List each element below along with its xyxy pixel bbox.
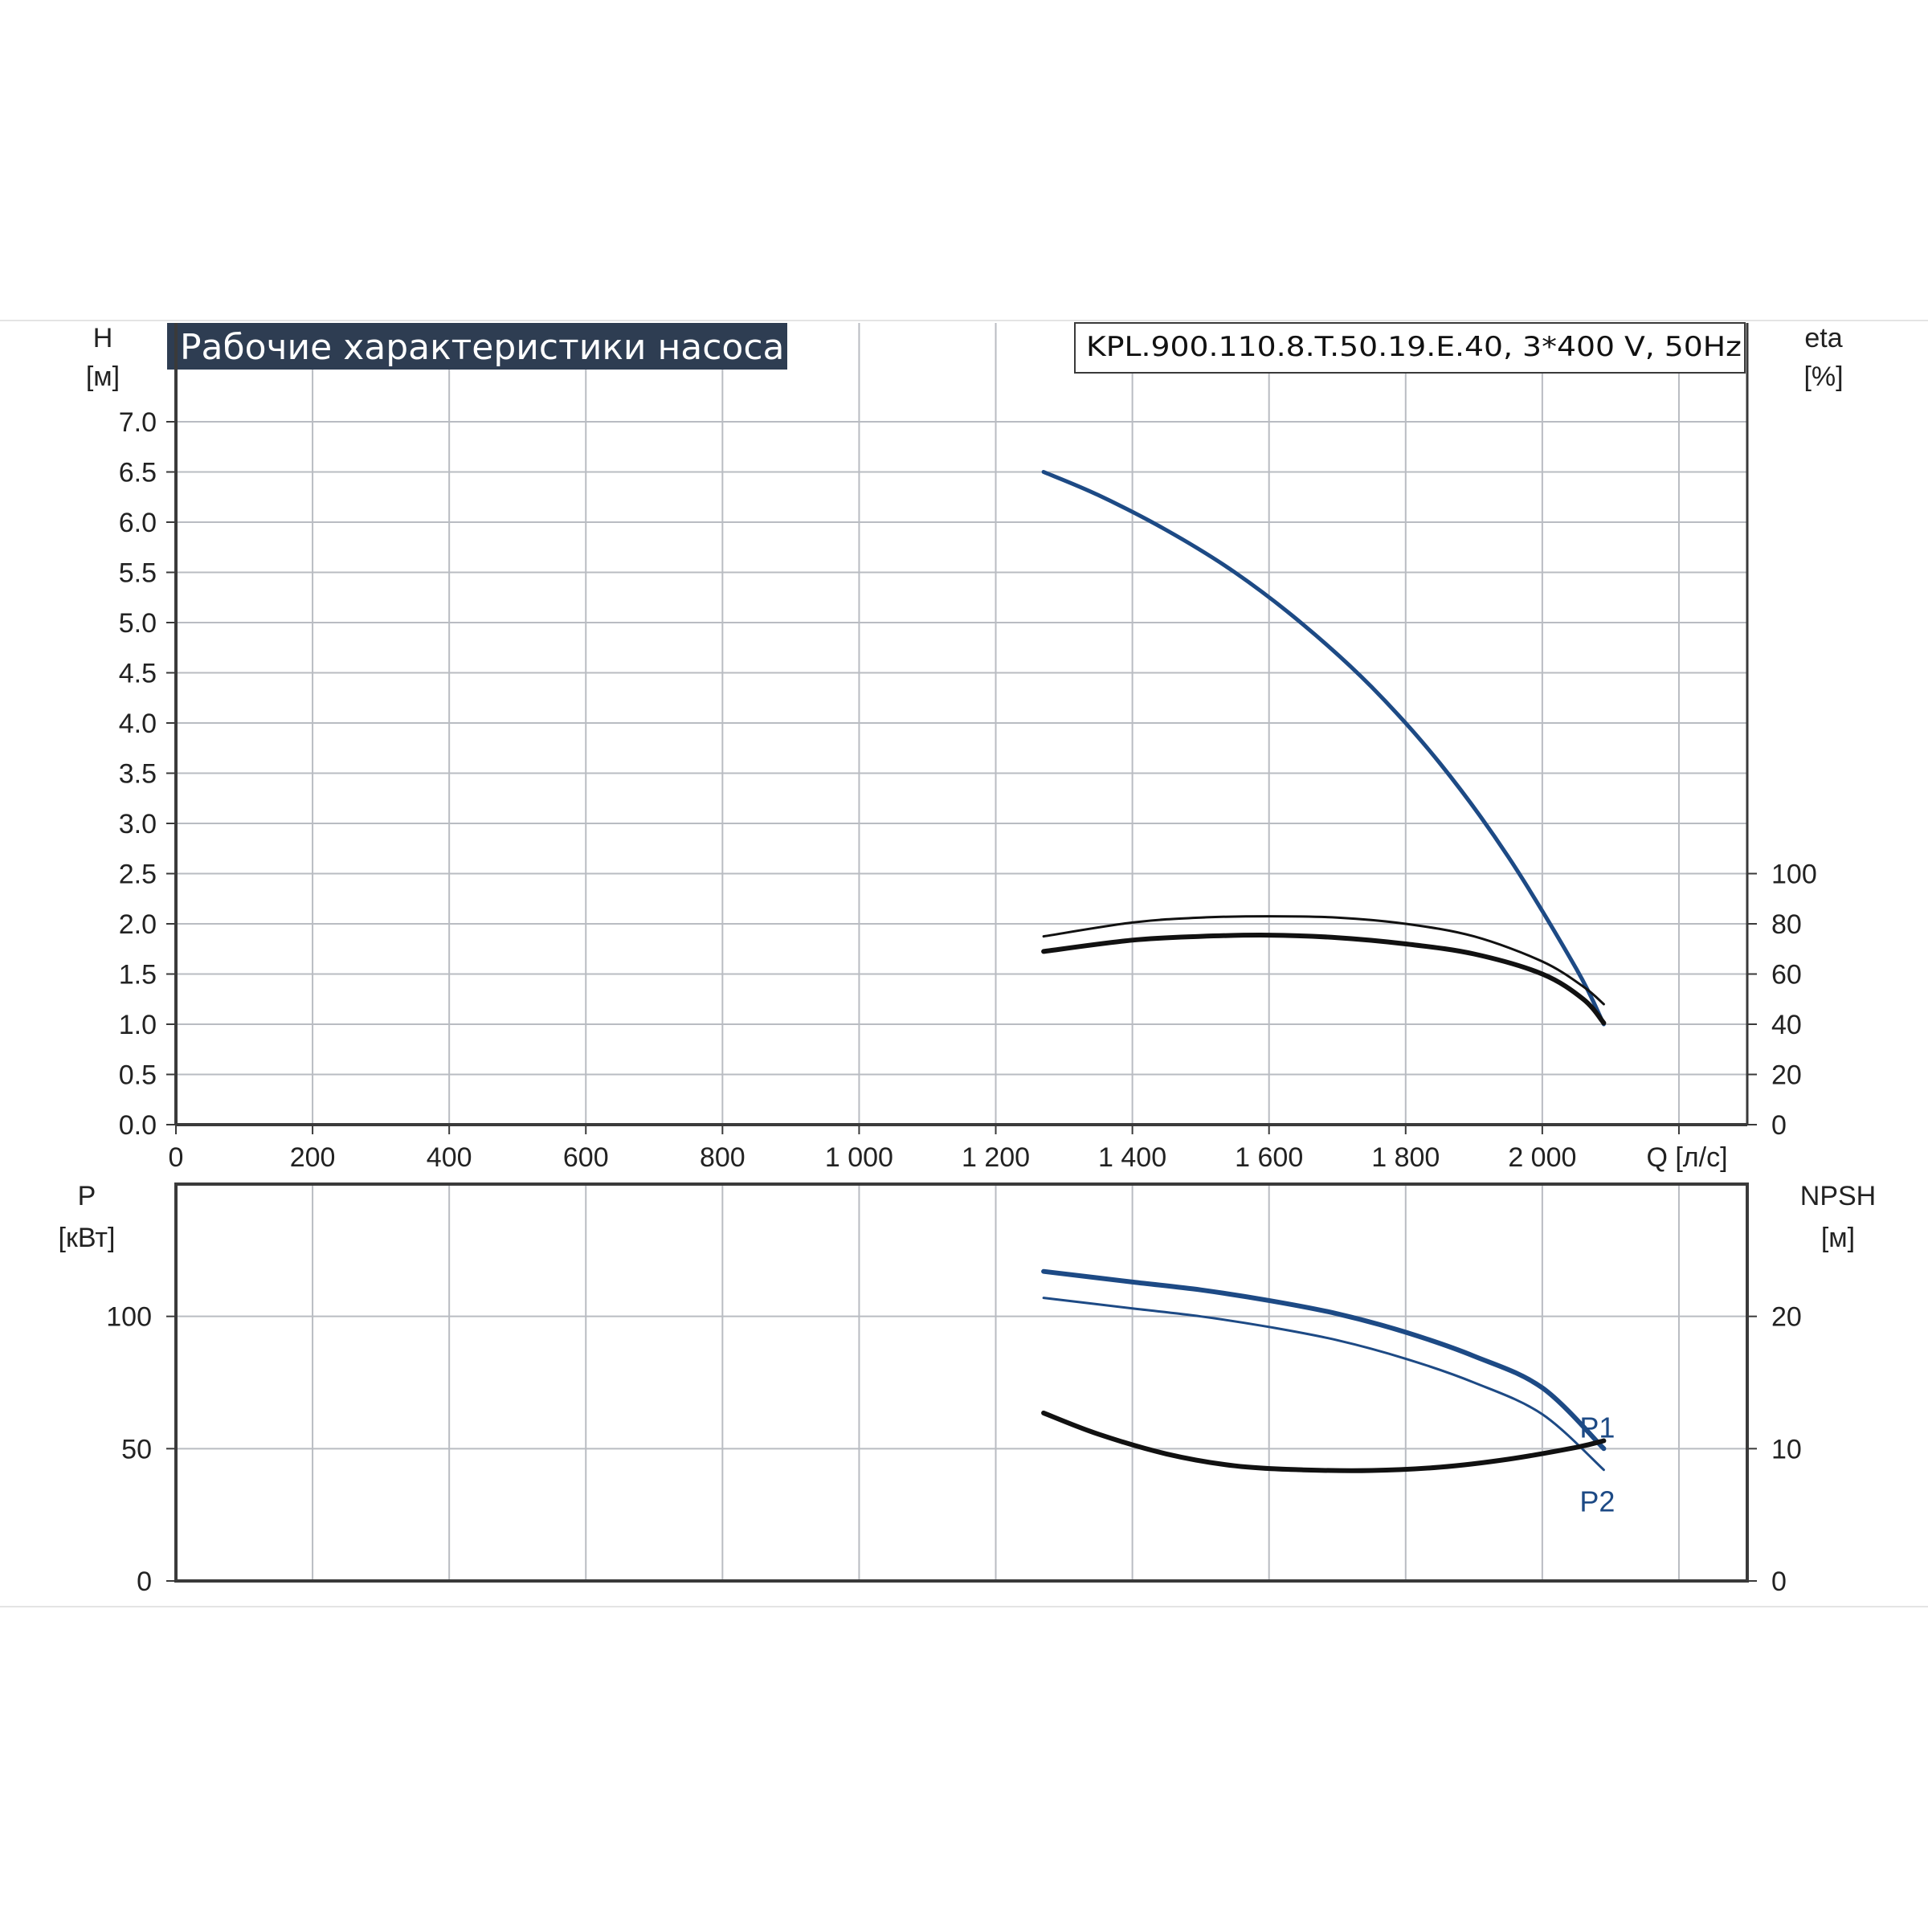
y-left-top-label: H xyxy=(93,323,113,353)
x-tick-label: 800 xyxy=(700,1142,745,1173)
y-left-bottom-unit: [кВт] xyxy=(59,1223,116,1253)
efficiency-curve-thin xyxy=(1042,915,1605,1006)
efficiency-curve-thick xyxy=(1041,933,1607,1026)
y-right-bottom-unit: [м] xyxy=(1821,1223,1855,1253)
top-curves xyxy=(1041,470,1607,1027)
top-left-tick-label: 2.0 xyxy=(119,909,157,940)
top-left-tick-label: 4.5 xyxy=(119,659,157,689)
x-tick-label: 1 000 xyxy=(825,1142,893,1173)
model-box xyxy=(1074,322,1746,374)
y-left-top-unit: [м] xyxy=(86,361,120,392)
bottom-grid xyxy=(176,1184,1747,1581)
head-curve xyxy=(1041,470,1606,1027)
top-right-tick-label: 100 xyxy=(1771,860,1817,890)
p1-power-curve xyxy=(1041,1268,1607,1452)
y-right-top-unit: [%] xyxy=(1803,361,1843,392)
bottom-right-tick-label: 20 xyxy=(1771,1302,1802,1333)
x-tick-label: 200 xyxy=(290,1142,336,1173)
bottom-curves: P1 P2 xyxy=(1041,1268,1615,1518)
x-tick-label: 1 200 xyxy=(962,1142,1030,1173)
x-tick-label: 1 400 xyxy=(1098,1142,1166,1173)
top-left-tick-label: 6.0 xyxy=(119,508,157,538)
bottom-right-tick-label: 10 xyxy=(1771,1434,1802,1464)
p1-label: P1 xyxy=(1579,1411,1615,1444)
top-left-tick-label: 3.0 xyxy=(119,809,157,839)
x-tick-label: 1 800 xyxy=(1371,1142,1440,1173)
y-left-bottom-label: P xyxy=(78,1181,96,1211)
bottom-left-tick-label: 50 xyxy=(121,1434,152,1464)
top-right-tick-label: 80 xyxy=(1771,909,1802,940)
top-left-tick-label: 7.0 xyxy=(119,407,157,438)
top-right-tick-label: 60 xyxy=(1771,960,1802,991)
top-ticks: 0.0 0.5 1.0 1.5 2.0 2.5 3.0 3.5 4.0 4.5 5.0 5.5 6.0 6… xyxy=(119,323,1817,1173)
npsh-curve xyxy=(1041,1410,1607,1473)
x-tick-label: 400 xyxy=(427,1142,472,1173)
model-label: KPL.900.110.8.T.50.19.E.40, 3*400 V, 50H… xyxy=(1086,331,1742,363)
bottom-ticks: 0 50 100 0 10 20 xyxy=(106,1182,1802,1597)
top-right-tick-label: 40 xyxy=(1771,1010,1802,1040)
bottom-right-tick-label: 0 xyxy=(1771,1566,1787,1597)
top-right-tick-label: 20 xyxy=(1771,1060,1802,1091)
x-tick-label: 2 000 xyxy=(1508,1142,1576,1173)
top-left-tick-label: 0.5 xyxy=(119,1060,157,1091)
x-tick-label: 600 xyxy=(563,1142,609,1173)
top-left-tick-label: 2.5 xyxy=(119,860,157,890)
title-background xyxy=(167,323,787,370)
p2-label: P2 xyxy=(1579,1485,1615,1518)
top-left-tick-label: 5.5 xyxy=(119,558,157,589)
y-right-bottom-label: NPSH xyxy=(1800,1181,1876,1211)
bottom-frame xyxy=(174,1182,1749,1583)
top-left-tick-label: 1.5 xyxy=(119,960,157,991)
top-left-tick-label: 6.5 xyxy=(119,458,157,488)
top-left-tick-label: 4.0 xyxy=(119,709,157,739)
top-right-tick-label: 0 xyxy=(1771,1110,1787,1141)
x-tick-label: 0 xyxy=(169,1142,184,1173)
p2-power-curve xyxy=(1042,1297,1605,1472)
chart-title: Рабочие характеристики насоса xyxy=(180,327,784,368)
x-tick-label: 1 600 xyxy=(1235,1142,1303,1173)
bottom-left-tick-label: 0 xyxy=(137,1566,152,1597)
y-right-top-label: eta xyxy=(1804,323,1842,353)
top-left-tick-label: 1.0 xyxy=(119,1010,157,1040)
top-left-tick-label: 0.0 xyxy=(119,1110,157,1141)
x-axis-unit: Q [л/с] xyxy=(1646,1142,1727,1173)
top-grid xyxy=(176,323,1747,1125)
top-left-tick-label: 3.5 xyxy=(119,759,157,790)
top-left-tick-label: 5.0 xyxy=(119,608,157,639)
bottom-left-tick-label: 100 xyxy=(106,1302,152,1333)
